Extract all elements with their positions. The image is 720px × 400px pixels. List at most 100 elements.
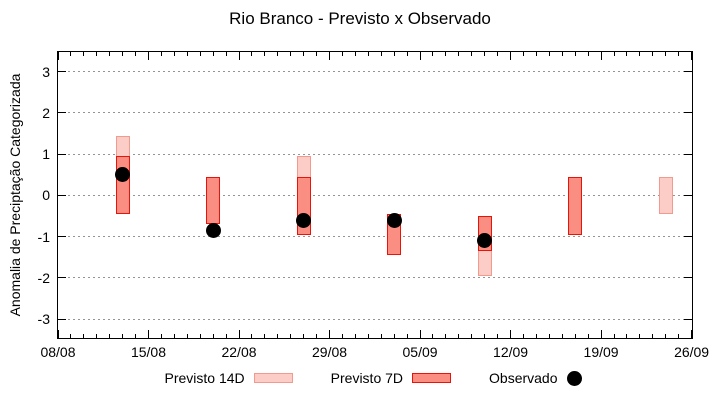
x-tick-major-top	[419, 52, 421, 60]
x-tick-minor	[367, 334, 369, 338]
y-tick-left	[58, 236, 66, 238]
y-tick-left	[58, 71, 66, 73]
x-tick-minor-top	[665, 52, 667, 56]
chart-title: Rio Branco - Previsto x Observado	[229, 9, 491, 28]
y-tick-right	[684, 318, 692, 320]
x-tick-major	[238, 330, 240, 338]
y-tick-left	[58, 318, 66, 320]
x-tick-minor-top	[574, 52, 576, 56]
x-tick-minor	[135, 334, 137, 338]
x-tick-major	[419, 330, 421, 338]
x-tick-major-top	[57, 52, 59, 60]
x-tick-minor-top	[277, 52, 279, 56]
x-tick-minor-top	[341, 52, 343, 56]
x-tick-label: 26/09	[674, 344, 710, 360]
x-tick-minor	[186, 334, 188, 338]
x-tick-minor-top	[212, 52, 214, 56]
legend: Previsto 14D Previsto 7D Observado	[0, 367, 720, 389]
legend-item-2: Observado	[489, 370, 582, 386]
x-tick-minor-top	[109, 52, 111, 56]
x-tick-minor	[548, 334, 550, 338]
x-tick-minor-top	[587, 52, 589, 56]
x-tick-minor-top	[471, 52, 473, 56]
y-tick-label: 3	[42, 63, 50, 80]
x-tick-minor-top	[548, 52, 550, 56]
x-tick-minor-top	[83, 52, 85, 56]
x-tick-minor	[587, 334, 589, 338]
x-tick-minor	[665, 334, 667, 338]
x-tick-major	[148, 330, 149, 338]
x-tick-minor	[83, 334, 85, 338]
legend-label: Previsto 14D	[164, 370, 245, 386]
x-tick-minor-top	[380, 52, 382, 56]
x-tick-major	[329, 330, 331, 338]
x-tick-minor	[251, 334, 253, 338]
x-tick-minor-top	[432, 52, 434, 56]
x-tick-minor	[561, 334, 563, 338]
x-tick-major-top	[329, 52, 331, 60]
x-tick-minor	[212, 334, 214, 338]
x-tick-label: 12/09	[493, 344, 529, 360]
x-tick-minor-top	[96, 52, 98, 56]
x-tick-minor-top	[225, 52, 227, 56]
x-tick-major-top	[691, 52, 693, 60]
x-tick-minor	[471, 334, 473, 338]
y-tick-right	[684, 71, 692, 73]
y-tick-right	[684, 194, 692, 196]
x-tick-minor	[341, 334, 343, 338]
x-tick-minor-top	[173, 52, 175, 56]
x-tick-minor	[199, 334, 201, 338]
y-tick-right	[684, 153, 692, 155]
legend-label: Previsto 7D	[330, 370, 404, 386]
gridline-y--1	[58, 236, 692, 238]
x-tick-minor	[458, 334, 460, 338]
y-tick-left	[58, 277, 66, 279]
observado-dot	[205, 222, 221, 238]
previsto-7d-bar	[206, 176, 221, 225]
y-tick-label: -2	[37, 269, 50, 286]
x-tick-major-top	[600, 52, 602, 60]
x-tick-minor-top	[303, 52, 305, 56]
x-tick-minor-top	[484, 52, 486, 56]
gridline-y--3	[58, 318, 692, 320]
x-tick-major	[600, 330, 602, 338]
x-tick-minor	[613, 334, 615, 338]
x-tick-minor	[277, 334, 279, 338]
y-tick-left	[58, 112, 66, 114]
x-tick-minor	[484, 334, 486, 338]
observado-dot	[115, 167, 131, 183]
gridline-y-0	[58, 194, 692, 196]
gridline-y-3	[58, 71, 692, 73]
x-tick-minor	[264, 334, 266, 338]
x-tick-minor-top	[160, 52, 162, 56]
x-tick-minor-top	[497, 52, 499, 56]
legend-item-1: Previsto 7D	[330, 370, 452, 386]
x-tick-minor-top	[613, 52, 615, 56]
x-tick-minor	[445, 334, 447, 338]
x-tick-minor-top	[639, 52, 641, 56]
y-tick-left	[58, 194, 66, 196]
x-tick-minor-top	[406, 52, 408, 56]
y-tick-label: 0	[42, 187, 50, 204]
x-tick-minor-top	[367, 52, 369, 56]
x-tick-minor	[626, 334, 628, 338]
x-tick-minor	[109, 334, 111, 338]
y-tick-label: 2	[42, 104, 50, 121]
x-tick-minor	[535, 334, 537, 338]
x-tick-minor	[678, 334, 680, 338]
y-tick-label: -1	[37, 228, 50, 245]
x-tick-minor	[122, 334, 124, 338]
x-tick-minor	[225, 334, 227, 338]
x-tick-minor-top	[626, 52, 628, 56]
x-tick-label: 05/09	[402, 344, 438, 360]
x-tick-minor-top	[251, 52, 253, 56]
legend-item-0: Previsto 14D	[165, 370, 293, 386]
gridline-y--2	[58, 277, 692, 279]
y-axis-title: Anomalia de Preciptação Categorizada	[7, 73, 23, 317]
x-tick-label: 19/09	[583, 344, 619, 360]
x-tick-minor-top	[445, 52, 447, 56]
x-tick-minor-top	[354, 52, 356, 56]
y-tick-left	[58, 153, 66, 155]
x-tick-major-top	[148, 52, 149, 60]
x-tick-major	[510, 330, 512, 338]
